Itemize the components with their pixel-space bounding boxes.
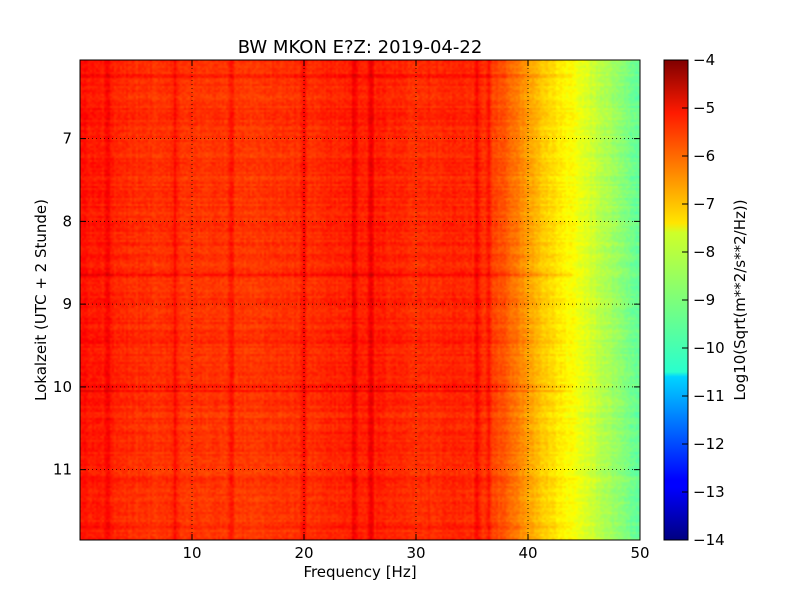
colorbar-label: Log10(Sqrt(m**2/s**2/Hz)) bbox=[731, 199, 749, 400]
colorbar-tick-label: −14 bbox=[693, 531, 725, 549]
y-tick-label: 8 bbox=[62, 212, 72, 230]
x-tick-label: 10 bbox=[182, 544, 201, 562]
x-axis-ticks: 10 20 30 40 50 bbox=[182, 60, 650, 562]
colorbar-tick-label: −7 bbox=[693, 195, 715, 213]
y-axis-ticks: 7 8 9 10 11 bbox=[53, 130, 640, 479]
colorbar-tick-label: −8 bbox=[693, 243, 715, 261]
x-tick-label: 20 bbox=[294, 544, 313, 562]
x-tick-label: 50 bbox=[630, 544, 649, 562]
x-axis-label: Frequency [Hz] bbox=[303, 563, 416, 581]
plot-frame bbox=[79, 59, 641, 541]
colorbar-tick-label: −4 bbox=[693, 51, 715, 69]
heatmap-image bbox=[80, 60, 640, 540]
colorbar-tick-label: −11 bbox=[693, 387, 725, 405]
y-tick-label: 9 bbox=[62, 295, 72, 313]
colorbar-tick-label: −6 bbox=[693, 147, 715, 165]
colorbar-ticks: −4 −5 −6 −7 −8 −9 −10 −11 −12 −13 −14 bbox=[682, 51, 725, 549]
y-axis-label: Lokalzeit (UTC + 2 Stunde) bbox=[32, 199, 50, 401]
x-tick-label: 30 bbox=[406, 544, 425, 562]
y-tick-label: 7 bbox=[62, 130, 72, 148]
y-tick-label: 10 bbox=[53, 378, 72, 396]
colorbar-tick-label: −10 bbox=[693, 339, 725, 357]
colorbar-tick-label: −9 bbox=[693, 291, 715, 309]
colorbar-tick-label: −13 bbox=[693, 483, 725, 501]
colorbar-tick-label: −5 bbox=[693, 99, 715, 117]
chart-title: BW MKON E?Z: 2019-04-22 bbox=[238, 37, 483, 58]
y-tick-label: 11 bbox=[53, 461, 72, 479]
grid-lines bbox=[80, 60, 640, 540]
colorbar: −4 −5 −6 −7 −8 −9 −10 −11 −12 −13 −14 Log10(Sqrt(m… bbox=[663, 51, 749, 549]
colorbar-tick-label: −12 bbox=[693, 435, 725, 453]
plot-area: 10 20 30 40 50 7 8 9 10 11 bbox=[53, 59, 650, 562]
x-tick-label: 40 bbox=[518, 544, 537, 562]
